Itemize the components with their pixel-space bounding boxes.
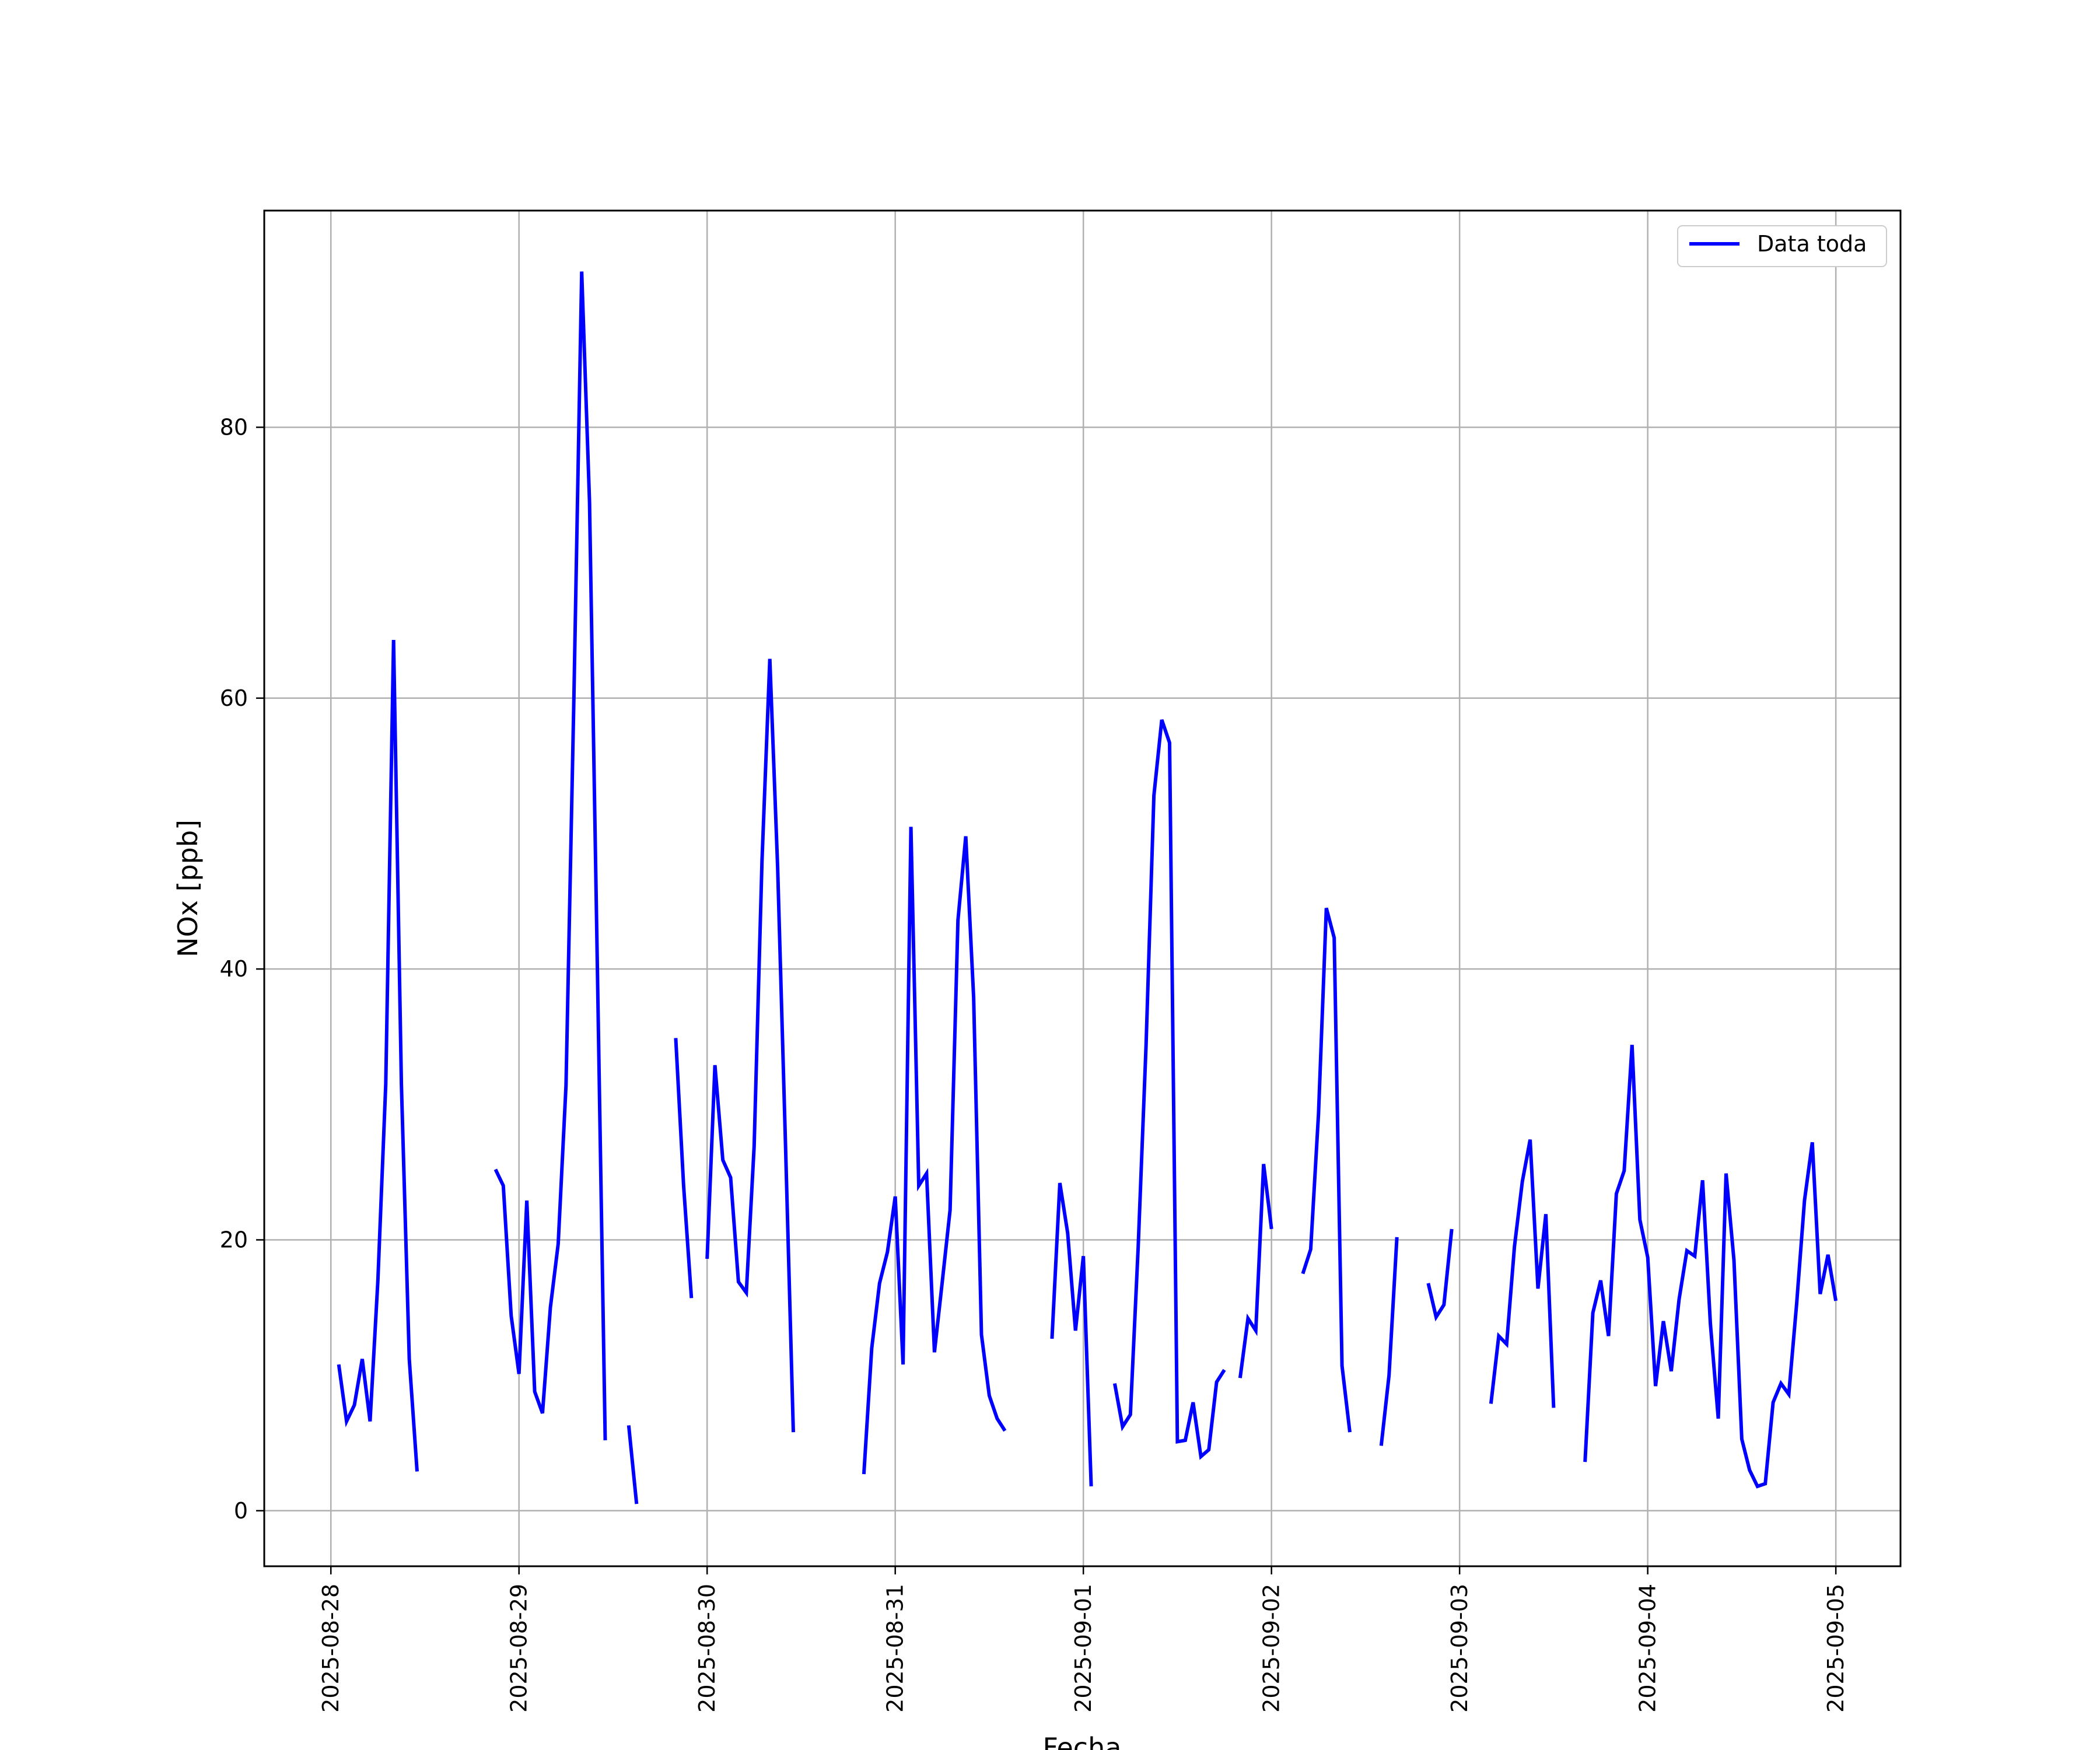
series-line-segment: [705, 659, 795, 1433]
series-line-segment: [1379, 1237, 1399, 1446]
series-line-segment: [1112, 719, 1226, 1460]
x-tick-label: 2025-09-03: [1447, 1584, 1472, 1713]
series-line-segment: [1583, 1045, 1838, 1489]
x-tick-label: 2025-08-31: [883, 1584, 908, 1713]
grid: [264, 211, 1901, 1566]
x-axis-ticks: 2025-08-28 2025-08-29 2025-08-30 2025-08-31…: [318, 1566, 1849, 1713]
y-tick-label: 20: [220, 1227, 248, 1252]
x-tick-label: 2025-09-05: [1823, 1584, 1849, 1713]
legend: Data toda: [1677, 225, 1887, 267]
y-axis-ticks: 0 20 40 60 80: [220, 414, 264, 1524]
y-tick-label: 60: [220, 685, 248, 711]
series-line-segment: [337, 639, 419, 1472]
series-line-segment: [494, 271, 607, 1441]
x-axis-label: Fecha: [1043, 1732, 1122, 1750]
series-line-segment: [1301, 907, 1352, 1433]
series-line-segment: [674, 1038, 694, 1298]
x-tick-label: 2025-08-29: [506, 1584, 532, 1713]
series-data-toda: [337, 271, 1838, 1504]
y-tick-label: 0: [234, 1498, 248, 1524]
y-tick-label: 40: [220, 956, 248, 982]
x-tick-label: 2025-09-02: [1259, 1584, 1284, 1713]
series-line-segment: [1238, 1164, 1273, 1378]
x-tick-label: 2025-09-01: [1070, 1584, 1096, 1713]
series-line-segment: [626, 1425, 639, 1504]
series-line-segment: [1426, 1228, 1454, 1322]
x-tick-label: 2025-08-30: [694, 1584, 720, 1713]
y-axis-label: NOx [ppb]: [172, 820, 204, 957]
legend-box: [1677, 225, 1887, 267]
series-line-segment: [862, 827, 1007, 1475]
series-line-segment: [1489, 1139, 1556, 1408]
x-tick-label: 2025-08-28: [318, 1584, 344, 1713]
series-line-segment: [1050, 1182, 1093, 1487]
legend-label-data-toda: Data toda: [1757, 231, 1867, 257]
x-tick-label: 2025-09-04: [1635, 1584, 1661, 1713]
plot-area-frame: [263, 209, 1902, 1567]
y-tick-label: 80: [220, 414, 248, 440]
